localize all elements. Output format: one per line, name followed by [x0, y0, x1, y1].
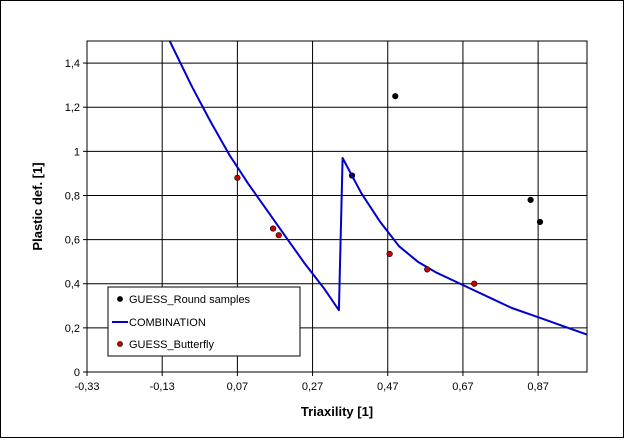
y-tick-label: 1 [74, 146, 80, 158]
y-tick-label: 0,8 [65, 190, 80, 202]
legend-label-round-samples: GUESS_Round samples [129, 294, 251, 306]
y-tick-label: 1,4 [65, 58, 80, 70]
x-tick-label: 0,07 [227, 381, 248, 393]
point-round-samples [536, 218, 544, 226]
x-tick-label: -0,33 [74, 381, 99, 393]
y-tick-label: 0,4 [65, 279, 80, 291]
legend-box [107, 286, 301, 357]
x-tick-label: 0,47 [377, 381, 398, 393]
y-tick-label: 1,2 [65, 102, 80, 114]
point-butterfly [424, 266, 431, 273]
legend-label-butterfly: GUESS_Butterfly [129, 339, 214, 351]
point-butterfly [471, 280, 478, 287]
point-butterfly [275, 232, 282, 239]
point-round-samples [392, 93, 399, 100]
legend-marker-round-samples [117, 296, 123, 302]
point-butterfly [386, 250, 393, 258]
y-tick-label: 0,6 [65, 235, 80, 247]
x-axis-title: Triaxility [1] [301, 404, 373, 419]
y-axis-title: Plastic def. [1] [30, 162, 45, 250]
plot-clip-group [168, 41, 587, 336]
x-tick-label: 0,67 [452, 381, 473, 393]
point-butterfly [269, 225, 277, 232]
y-tick-label: 0 [74, 367, 80, 379]
legend-marker-butterfly [117, 341, 123, 347]
legend: GUESS_Round samples COMBINATION GUESS_Bu… [107, 286, 301, 357]
y-tick-labels: 0 0,2 0,4 0,6 0,8 1 1,2 1,4 [65, 58, 80, 379]
series-line-combination [168, 41, 587, 336]
x-tick-labels: -0,33 -0,13 0,07 0,27 0,47 0,67 0,87 [74, 381, 548, 393]
x-tick-label: -0,13 [150, 381, 175, 393]
point-round-samples [527, 196, 534, 203]
grid-layer [83, 41, 587, 376]
x-tick-label: 0,87 [527, 381, 548, 393]
legend-label-combination: COMBINATION [129, 317, 206, 329]
point-butterfly [234, 174, 241, 181]
y-tick-label: 0,2 [65, 323, 80, 335]
series-layer [168, 41, 587, 336]
x-tick-label: 0,27 [302, 381, 323, 393]
